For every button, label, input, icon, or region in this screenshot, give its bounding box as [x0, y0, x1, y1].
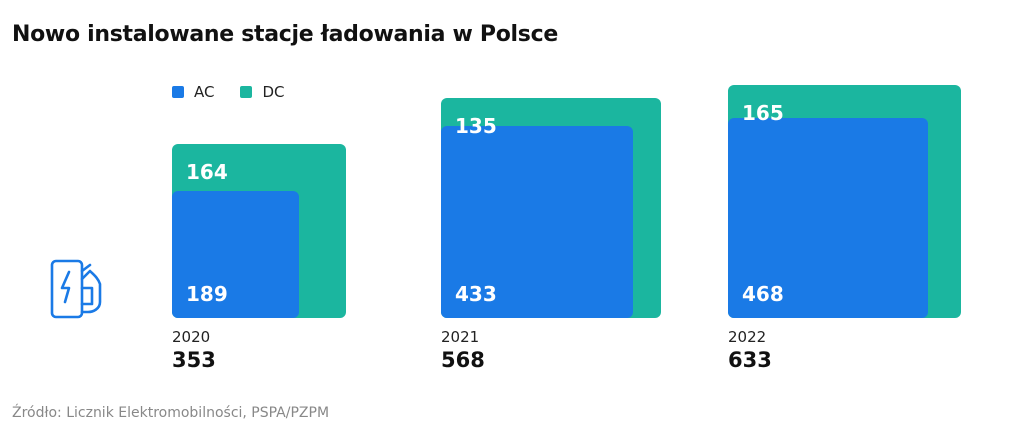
category-label-2022: 2022 — [728, 328, 767, 346]
data-label-ac-2020: 189 — [186, 282, 228, 306]
total-label-2021: 568 — [441, 348, 485, 372]
data-label-dc-2022: 165 — [742, 101, 784, 126]
data-label-dc-2020: 164 — [186, 160, 228, 185]
legend-swatch-ac — [172, 86, 184, 98]
legend-item-dc: DC — [240, 83, 285, 101]
legend-swatch-dc — [240, 86, 253, 98]
legend-item-ac: AC — [172, 83, 214, 101]
category-label-2021: 2021 — [441, 328, 480, 346]
bar-ac-2021 — [441, 125, 634, 318]
data-label-dc-2021: 135 — [455, 113, 497, 138]
data-label-ac-2022: 468 — [742, 282, 784, 306]
bar-ac-2022 — [728, 117, 929, 318]
total-label-2020: 353 — [172, 348, 216, 372]
legend-label-ac: AC — [194, 83, 215, 101]
total-label-2022: 633 — [728, 348, 772, 372]
data-label-ac-2021: 433 — [455, 282, 497, 306]
legend: AC DC — [172, 83, 311, 101]
category-label-2020: 2020 — [172, 328, 211, 346]
bar-ac-2020 — [172, 190, 300, 318]
ev-charger-icon — [50, 259, 102, 319]
source-note: Źródło: Licznik Elektromobilności, PSPA/… — [12, 405, 330, 421]
chart-title: Nowo instalowane stacje ładowania w Pols… — [12, 22, 558, 47]
legend-label-dc: DC — [262, 83, 285, 101]
